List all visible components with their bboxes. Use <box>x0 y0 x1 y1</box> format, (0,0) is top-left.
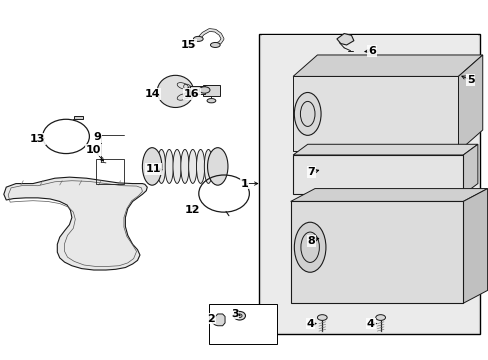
Ellipse shape <box>294 222 325 272</box>
Text: 7: 7 <box>307 167 315 177</box>
Text: 8: 8 <box>307 236 315 246</box>
Bar <box>74 116 83 119</box>
Text: 15: 15 <box>180 40 195 50</box>
Ellipse shape <box>210 42 220 48</box>
Bar <box>190 86 204 94</box>
Bar <box>259 33 479 334</box>
Ellipse shape <box>317 315 326 320</box>
Bar <box>261 35 477 332</box>
Ellipse shape <box>165 149 173 183</box>
Polygon shape <box>336 33 353 45</box>
Ellipse shape <box>157 75 193 108</box>
Bar <box>292 76 458 152</box>
Text: 12: 12 <box>184 205 199 215</box>
Text: 13: 13 <box>30 134 45 144</box>
Text: 1: 1 <box>240 179 248 189</box>
Text: 3: 3 <box>230 309 238 319</box>
Ellipse shape <box>188 149 197 183</box>
Polygon shape <box>4 177 147 270</box>
Ellipse shape <box>181 149 189 183</box>
Bar <box>209 304 276 343</box>
Ellipse shape <box>173 149 181 183</box>
Ellipse shape <box>206 99 215 103</box>
Ellipse shape <box>212 149 220 183</box>
Polygon shape <box>211 314 224 326</box>
Ellipse shape <box>193 36 203 41</box>
Text: 14: 14 <box>144 89 160 99</box>
Text: 11: 11 <box>145 164 161 174</box>
Polygon shape <box>290 189 487 202</box>
Text: 4: 4 <box>306 319 314 329</box>
Ellipse shape <box>196 149 204 183</box>
Ellipse shape <box>375 315 385 320</box>
Bar <box>290 202 462 303</box>
Text: 16: 16 <box>184 89 200 99</box>
Bar <box>292 155 462 194</box>
Text: 6: 6 <box>367 46 375 56</box>
Polygon shape <box>292 144 477 155</box>
Text: 2: 2 <box>207 314 215 324</box>
Bar <box>203 85 220 96</box>
Polygon shape <box>462 144 477 194</box>
Bar <box>96 158 123 184</box>
Text: 5: 5 <box>466 75 473 85</box>
Ellipse shape <box>237 314 242 318</box>
Ellipse shape <box>204 149 212 183</box>
Ellipse shape <box>207 148 227 185</box>
Text: 10: 10 <box>86 145 101 155</box>
Text: 9: 9 <box>94 132 102 142</box>
Ellipse shape <box>199 87 209 93</box>
Ellipse shape <box>142 148 162 185</box>
Text: 4: 4 <box>366 319 374 329</box>
Ellipse shape <box>149 149 158 183</box>
Ellipse shape <box>294 93 321 135</box>
Ellipse shape <box>157 149 165 183</box>
Polygon shape <box>458 55 482 152</box>
Polygon shape <box>462 189 487 303</box>
Polygon shape <box>292 55 482 76</box>
Ellipse shape <box>233 311 245 320</box>
